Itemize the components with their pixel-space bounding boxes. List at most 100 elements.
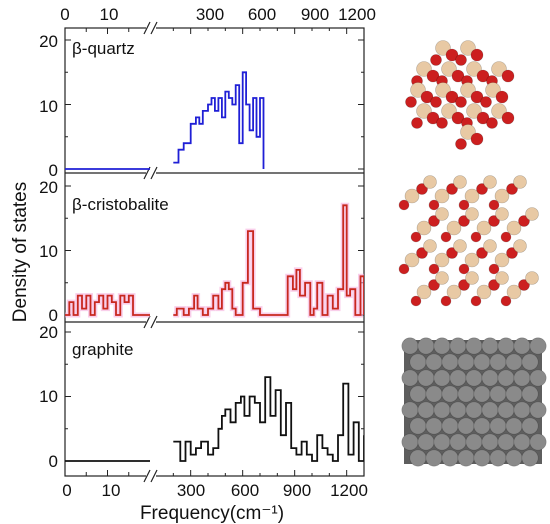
cristobalite-si-atom (525, 271, 539, 285)
graphite-c-atom (433, 433, 451, 451)
quartz-o-atom (426, 69, 440, 83)
series-1-low-line (65, 294, 150, 316)
cristobalite-o-atom (506, 183, 518, 195)
cristobalite-si-atom (453, 175, 467, 189)
series-1-high-glow (173, 202, 364, 318)
graphite-c-atom (481, 433, 499, 451)
axis-break-bottom (143, 468, 158, 484)
y-tick-p3-0: 0 (49, 452, 58, 471)
cristobalite-o-atom (470, 295, 482, 307)
structure-images (398, 40, 547, 467)
quartz-si-atom (460, 40, 476, 56)
graphite-c-atom (425, 353, 443, 371)
cristobalite-si-atom (435, 271, 449, 285)
cristobalite-o-atom (518, 279, 530, 291)
cristobalite-o-atom (500, 295, 512, 307)
bottom-tick-10: 10 (102, 481, 121, 500)
bottom-tick-1200: 1200 (330, 481, 368, 500)
quartz-si-atom (435, 40, 451, 56)
cristobalite-si-atom (513, 239, 527, 253)
cristobalite-o-atom (488, 215, 500, 227)
graphite-c-atom (473, 417, 491, 435)
graphite-c-atom (433, 337, 451, 355)
graphite-c-atom (497, 337, 515, 355)
y-tick-p2-10: 10 (39, 242, 58, 261)
quartz-o-atom (486, 117, 498, 129)
top-tick-300: 300 (196, 5, 224, 24)
cristobalite-si-atom (453, 239, 467, 253)
graphite-c-atom (417, 401, 435, 419)
cristobalite-si-atom (525, 207, 539, 221)
cristobalite-si-atom (506, 220, 522, 236)
cristobalite-si-atom (494, 252, 510, 268)
series-2-high-line (173, 376, 364, 462)
graphite-c-atom (529, 369, 547, 387)
y-tick-p1-0: 0 (49, 161, 58, 180)
graphite-c-atom (505, 385, 523, 403)
graphite-c-atom (473, 449, 491, 467)
graphite-c-atom (497, 401, 515, 419)
graphite-c-atom (521, 353, 539, 371)
graphite-c-atom (497, 369, 515, 387)
graphite-c-atom (441, 449, 459, 467)
quartz-o-atom (455, 96, 467, 108)
cristobalite-si-atom (465, 271, 479, 285)
quartz-o-atom (480, 96, 492, 108)
cristobalite-si-atom (416, 284, 432, 300)
cristobalite-o-atom (500, 231, 512, 243)
cristobalite-o-atom (416, 183, 428, 195)
quartz-si-atom (466, 61, 482, 77)
graphite-c-atom (481, 337, 499, 355)
y-tick-p1-10: 10 (39, 97, 58, 116)
graphite-c-atom (465, 401, 483, 419)
quartz-o-atom (455, 54, 467, 66)
top-tick-900: 900 (301, 5, 329, 24)
graphite-c-atom (505, 417, 523, 435)
quartz-o-atom (470, 132, 484, 146)
graphite-c-atom (433, 401, 451, 419)
quartz-si-atom (460, 124, 476, 140)
graphite-c-atom (425, 385, 443, 403)
quartz-o-atom (476, 111, 490, 125)
cristobalite-o-atom (428, 263, 440, 275)
quartz-o-atom (451, 69, 465, 83)
cristobalite-o-atom (416, 247, 428, 259)
cristobalite-o-atom (476, 183, 488, 195)
graphite-c-atom (457, 417, 475, 435)
bottom-tick-600: 600 (231, 481, 259, 500)
graphite-c-atom (465, 337, 483, 355)
top-tick-10: 10 (100, 5, 119, 24)
cristobalite-o-atom (470, 231, 482, 243)
cristobalite-si-atom (483, 175, 497, 189)
graphite-c-atom (401, 401, 419, 419)
quartz-si-atom (491, 103, 507, 119)
bottom-tick-900: 900 (283, 481, 311, 500)
graphite-c-atom (433, 369, 451, 387)
y-tick-p2-0: 0 (49, 306, 58, 325)
cristobalite-si-atom (464, 252, 480, 268)
cristobalite-si-atom (464, 188, 480, 204)
cristobalite-o-atom (410, 295, 422, 307)
graphite-c-atom (409, 417, 427, 435)
cristobalite-si-atom (513, 175, 527, 189)
bottom-tick-0: 0 (62, 481, 71, 500)
graphite-c-atom (449, 433, 467, 451)
graphite-c-atom (505, 449, 523, 467)
graphite-c-atom (513, 337, 531, 355)
cristobalite-si-atom (435, 207, 449, 221)
quartz-si-atom (491, 61, 507, 77)
graphite-c-atom (497, 433, 515, 451)
graphite-c-atom (473, 385, 491, 403)
graphite-c-atom (417, 433, 435, 451)
y-tick-p1-20: 20 (39, 32, 58, 51)
graphite-c-atom (473, 353, 491, 371)
graphite-c-atom (449, 401, 467, 419)
quartz-o-atom (470, 48, 484, 62)
quartz-si-atom (441, 103, 457, 119)
panel-label-beta-cristobalite: β-cristobalite (72, 195, 169, 214)
cristobalite-si-atom (416, 220, 432, 236)
y-tick-p3-20: 20 (39, 323, 58, 342)
graphite-c-atom (401, 369, 419, 387)
cristobalite-si-atom (495, 271, 509, 285)
quartz-o-atom (470, 90, 484, 104)
